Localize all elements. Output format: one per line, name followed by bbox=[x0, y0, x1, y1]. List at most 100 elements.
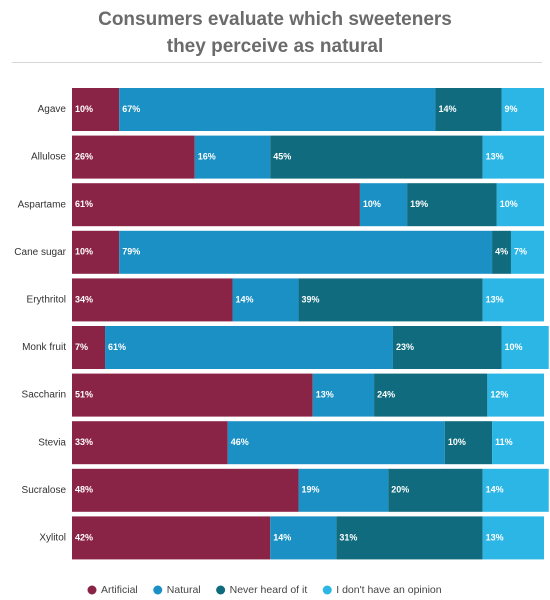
data-label: 33% bbox=[75, 437, 93, 447]
data-label: 26% bbox=[75, 151, 93, 161]
bar-segment bbox=[482, 135, 544, 179]
bar-segment bbox=[72, 135, 195, 179]
bar-segment bbox=[496, 183, 544, 227]
bar-segment bbox=[119, 230, 493, 274]
data-label: 10% bbox=[363, 199, 381, 209]
chart-title: Consumers evaluate which sweeteners they… bbox=[98, 9, 452, 57]
data-label: 10% bbox=[75, 247, 93, 257]
bar-segment bbox=[227, 421, 445, 465]
data-label: 7% bbox=[75, 342, 88, 352]
data-label: 11% bbox=[495, 437, 513, 447]
bar-segment bbox=[501, 88, 544, 131]
y-tick-label: Allulose bbox=[31, 152, 66, 163]
data-label: 13% bbox=[316, 389, 334, 399]
bar-segment bbox=[510, 230, 544, 274]
data-label: 61% bbox=[75, 199, 93, 209]
bar-segment bbox=[232, 278, 299, 322]
data-label: 16% bbox=[198, 151, 216, 161]
bar-segment bbox=[72, 230, 120, 274]
data-label: 34% bbox=[75, 294, 93, 304]
bar-segment bbox=[298, 278, 483, 322]
bar-segment bbox=[119, 88, 436, 131]
bar-segment bbox=[72, 468, 299, 512]
y-tick-label: Cane sugar bbox=[14, 247, 66, 258]
data-label: 23% bbox=[396, 342, 414, 352]
data-label: 24% bbox=[377, 389, 395, 399]
data-label: 10% bbox=[448, 437, 466, 447]
data-label: 51% bbox=[75, 389, 93, 399]
bar-segment bbox=[194, 135, 271, 179]
bar-segment bbox=[72, 326, 106, 369]
bar-segment bbox=[388, 468, 483, 512]
data-label: 10% bbox=[75, 104, 93, 114]
bar-segment bbox=[270, 516, 337, 560]
y-tick-label: Erythritol bbox=[27, 295, 66, 306]
bar-segment bbox=[72, 278, 233, 322]
bar-segment bbox=[72, 88, 120, 131]
bar-segment bbox=[72, 421, 228, 465]
data-label: 46% bbox=[231, 437, 249, 447]
data-label: 31% bbox=[339, 532, 357, 542]
data-label: 14% bbox=[235, 294, 253, 304]
bar-segment bbox=[312, 373, 375, 417]
data-label: 4% bbox=[495, 247, 508, 257]
legend-marker bbox=[87, 585, 97, 595]
legend-label: I don't have an opinion bbox=[336, 584, 441, 596]
legend-label: Natural bbox=[167, 584, 201, 596]
data-label: 7% bbox=[514, 247, 527, 257]
y-tick-label: Aspartame bbox=[18, 199, 67, 210]
data-label: 13% bbox=[486, 294, 504, 304]
legend-marker bbox=[153, 585, 163, 595]
bar-segment bbox=[72, 373, 313, 417]
bar-segment bbox=[487, 373, 544, 417]
data-label: 67% bbox=[122, 104, 140, 114]
bar-segment bbox=[482, 278, 544, 322]
data-label: 20% bbox=[391, 485, 409, 495]
bar-segment bbox=[407, 183, 497, 227]
y-tick-label: Stevia bbox=[38, 437, 66, 448]
bar-segment bbox=[492, 421, 544, 465]
legend-marker bbox=[322, 585, 332, 595]
data-label: 10% bbox=[505, 342, 523, 352]
data-label: 39% bbox=[302, 294, 320, 304]
data-label: 14% bbox=[273, 532, 291, 542]
legend-label: Never heard of it bbox=[230, 584, 308, 596]
data-label: 19% bbox=[410, 199, 428, 209]
bar-segment bbox=[492, 230, 511, 274]
y-tick-label: Agave bbox=[38, 104, 67, 115]
legend-marker bbox=[216, 585, 226, 595]
bar-segment bbox=[336, 516, 483, 560]
bar-segment bbox=[482, 468, 549, 512]
data-label: 19% bbox=[302, 485, 320, 495]
data-label: 13% bbox=[486, 151, 504, 161]
bar-segment bbox=[444, 421, 493, 465]
bar-segment bbox=[482, 516, 544, 560]
bar-segment bbox=[359, 183, 408, 227]
y-tick-label: Sucralose bbox=[22, 485, 67, 496]
data-label: 12% bbox=[490, 389, 508, 399]
data-label: 10% bbox=[500, 199, 518, 209]
data-label: 14% bbox=[438, 104, 456, 114]
data-label: 45% bbox=[273, 151, 291, 161]
y-tick-label: Saccharin bbox=[22, 390, 66, 401]
y-tick-label: Monk fruit bbox=[22, 342, 66, 353]
y-tick-label: Xylitol bbox=[39, 533, 66, 544]
bar-segment bbox=[270, 135, 483, 179]
data-label: 79% bbox=[122, 247, 140, 257]
bar-segment bbox=[435, 88, 502, 131]
data-label: 14% bbox=[486, 485, 504, 495]
bar-segment bbox=[374, 373, 488, 417]
bar-segment bbox=[72, 183, 360, 227]
bar-segment bbox=[105, 326, 393, 369]
legend-label: Artificial bbox=[101, 584, 138, 596]
data-label: 42% bbox=[75, 532, 93, 542]
data-label: 61% bbox=[108, 342, 126, 352]
bar-segment bbox=[298, 468, 389, 512]
data-label: 13% bbox=[486, 532, 504, 542]
data-label: 48% bbox=[75, 485, 93, 495]
bar-segment bbox=[501, 326, 549, 369]
data-label: 9% bbox=[505, 104, 518, 114]
bar-segment bbox=[392, 326, 502, 369]
